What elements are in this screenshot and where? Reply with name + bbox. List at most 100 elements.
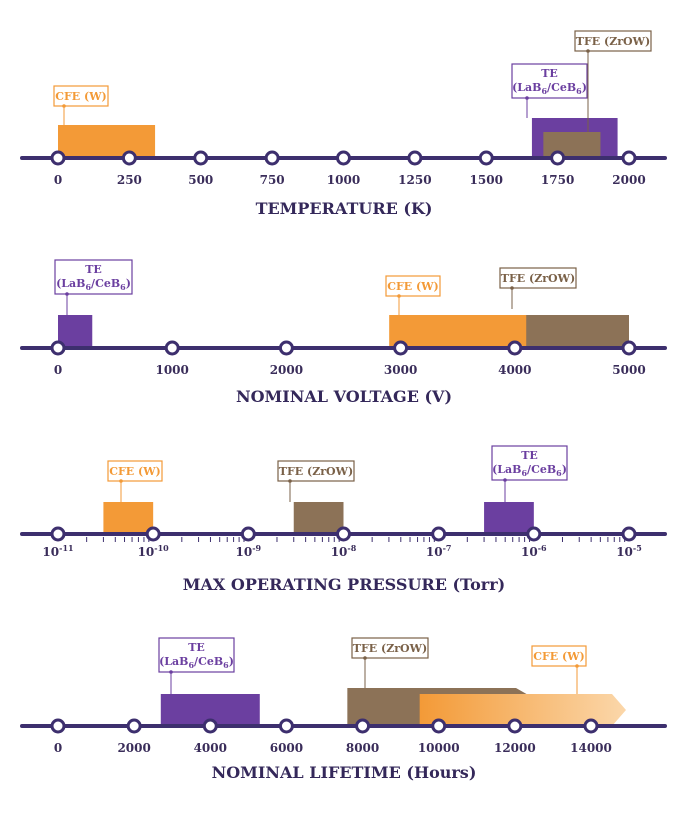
label-text: TE [521, 449, 538, 462]
range-bar-cfe-w [103, 502, 154, 534]
tick-label: 0 [54, 173, 62, 187]
label-text: TE [541, 67, 558, 80]
range-bars [58, 315, 629, 348]
tick-label: 4000 [194, 741, 227, 755]
series-label: TE(LaB6/CeB6) [491, 445, 568, 502]
tick-label: 4000 [498, 363, 531, 377]
label-leader-dot [169, 670, 173, 674]
label-subtext: (LaB6/CeB6) [56, 277, 131, 292]
series-label: CFE (W) [53, 85, 109, 125]
label-text: TFE (ZrOW) [501, 272, 575, 285]
tick-label: 8000 [346, 741, 379, 755]
tick-marker [50, 718, 66, 734]
label-box [107, 460, 163, 482]
tick-marker [264, 150, 280, 166]
label-text: CFE (W) [109, 465, 161, 478]
tick-label: 10-10 [138, 543, 170, 559]
label-text: TFE (ZrOW) [353, 642, 427, 655]
range-bar-cfe-w [58, 125, 156, 158]
range-bars [160, 688, 626, 726]
tick-label: 10-7 [426, 543, 452, 559]
tick-marker [621, 150, 637, 166]
range-bars [103, 502, 534, 534]
tick-label: 10000 [418, 741, 460, 755]
chart-panel-3: 10-11 10-10 10-9 10-8 10-7 10-6 10-5 MAX OPERAT… [20, 445, 667, 594]
axis-title: TEMPERATURE (K) [256, 199, 433, 218]
label-text: CFE (W) [387, 280, 439, 293]
tick-marker [621, 340, 637, 356]
tick-label: 10-5 [616, 543, 642, 559]
tick-label: 750 [260, 173, 285, 187]
tick-marker [621, 526, 637, 542]
tick-marker [393, 340, 409, 356]
range-bar-cfe-w [389, 315, 527, 348]
axis-title: MAX OPERATING PRESSURE (Torr) [183, 575, 505, 594]
tick-label: 2000 [612, 173, 645, 187]
label-box [277, 460, 355, 482]
label-leader-dot [503, 478, 507, 482]
tick-marker [507, 718, 523, 734]
label-leader-dot [586, 49, 590, 53]
label-leader-dot [525, 96, 529, 100]
series-label: TFE (ZrOW) [277, 460, 355, 502]
tick-marker [431, 718, 447, 734]
label-box [531, 645, 587, 667]
label-box [511, 63, 588, 99]
tick-marker [583, 718, 599, 734]
tick-label: 14000 [570, 741, 612, 755]
tick-label: 1750 [541, 173, 574, 187]
tick-marker [240, 526, 256, 542]
tick-marker [202, 718, 218, 734]
tick-marker [336, 526, 351, 542]
label-leader-dot [65, 292, 69, 296]
tick-marker [355, 718, 371, 734]
label-leader-dot [62, 104, 66, 108]
tick-marker [431, 526, 447, 542]
tick-label: 12000 [494, 741, 536, 755]
label-leader-dot [510, 286, 514, 290]
label-leader-dot [119, 479, 123, 483]
series-label: CFE (W) [107, 460, 163, 502]
label-leader-dot [288, 479, 292, 483]
label-subtext: (LaB6/CeB6) [512, 81, 587, 96]
tick-marker [336, 150, 351, 166]
tick-marker [407, 150, 423, 166]
tick-marker [550, 150, 566, 166]
tick-marker [50, 340, 66, 356]
label-box [351, 637, 429, 659]
tick-marker [164, 340, 180, 356]
tick-marker [50, 526, 66, 542]
label-subtext: (LaB6/CeB6) [492, 463, 567, 478]
series-label: TFE (ZrOW) [351, 637, 429, 688]
tick-label: 10-11 [42, 543, 73, 559]
tick-label: 1500 [470, 173, 503, 187]
tick-label: 5000 [612, 363, 645, 377]
tick-marker [145, 526, 161, 542]
tick-marker [126, 718, 142, 734]
tick-marker [193, 150, 209, 166]
tick-marker [50, 150, 66, 166]
tick-marker [507, 340, 523, 356]
label-text: TE [188, 641, 205, 654]
tick-label: 500 [188, 173, 213, 187]
label-text: CFE (W) [533, 650, 585, 663]
tick-label: 2000 [270, 363, 303, 377]
tick-label: 1250 [398, 173, 431, 187]
label-subtext: (LaB6/CeB6) [159, 655, 234, 670]
label-text: TFE (ZrOW) [576, 35, 650, 48]
label-leader-dot [363, 656, 367, 660]
tick-marker [278, 340, 294, 356]
range-bar-tfe-zrow [293, 502, 344, 534]
series-label: TFE (ZrOW) [574, 30, 652, 132]
tick-label: 250 [117, 173, 142, 187]
minor-ticks [86, 537, 626, 542]
label-text: TFE (ZrOW) [279, 465, 353, 478]
series-label: CFE (W) [385, 275, 441, 315]
tick-label: 0 [54, 741, 62, 755]
range-bars [58, 118, 618, 158]
axis-title: NOMINAL VOLTAGE (V) [236, 387, 452, 406]
tick-label: 1000 [327, 173, 360, 187]
tick-label: 2000 [117, 741, 150, 755]
tick-label: 3000 [384, 363, 417, 377]
label-box [385, 275, 441, 297]
